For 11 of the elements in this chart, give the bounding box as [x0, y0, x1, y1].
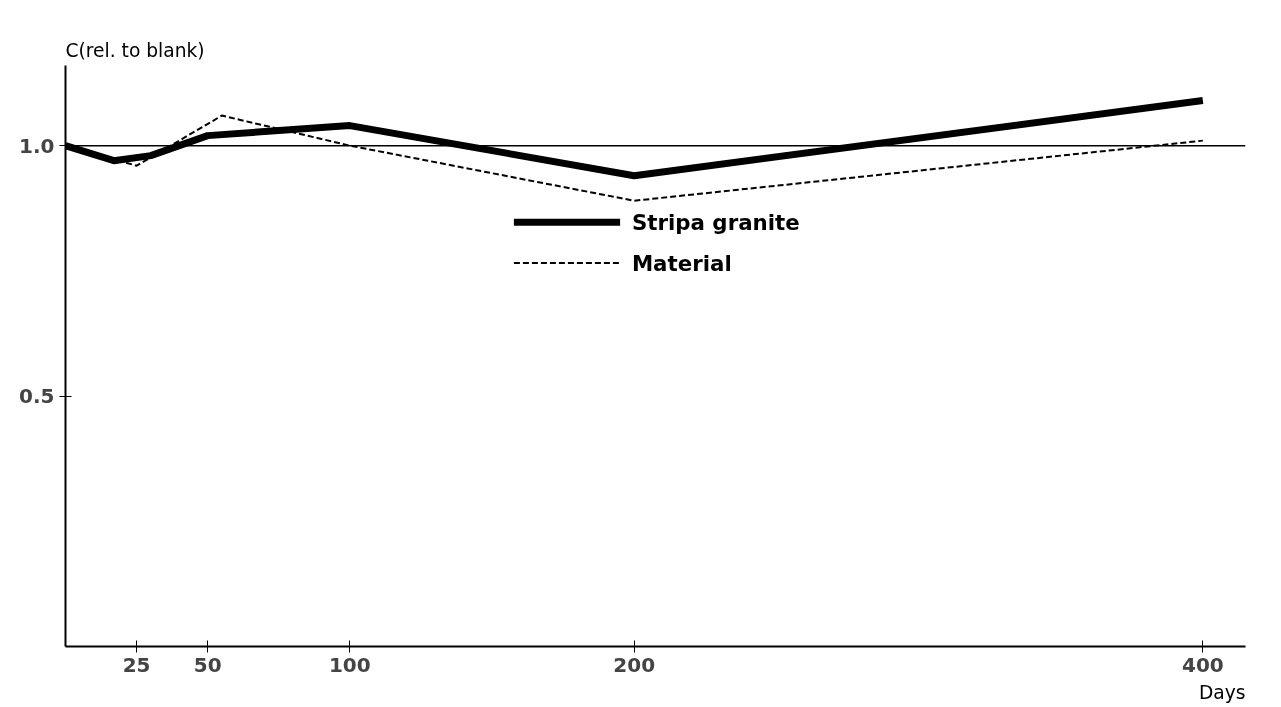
x-tick-label: 50 [193, 652, 222, 677]
legend-label: Material [631, 250, 732, 276]
x-tick-label: 400 [1181, 652, 1224, 677]
y-axis-title: C(rel. to blank) [65, 39, 205, 61]
y-tick-label: 1.0 [19, 133, 55, 158]
legend-label: Stripa granite [631, 209, 800, 235]
x-tick-label: 25 [122, 652, 151, 677]
x-axis-title: Days [1198, 681, 1246, 703]
x-tick-label: 200 [613, 652, 656, 677]
x-tick-label: 100 [328, 652, 371, 677]
y-tick-label: 0.5 [19, 384, 55, 409]
